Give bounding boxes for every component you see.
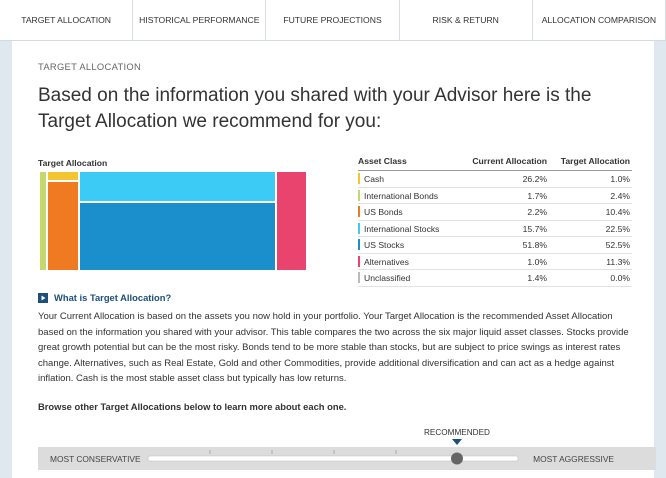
current-allocation: 15.7% [522, 223, 547, 234]
current-allocation: 2.2% [527, 207, 547, 217]
asset-name: Unclassified [364, 273, 411, 283]
color-swatch [358, 173, 360, 184]
current-allocation: 1.7% [527, 190, 547, 201]
asset-name: Cash [364, 174, 385, 184]
tab[interactable]: RISK & RETURN [400, 0, 533, 40]
target-allocation: 0.0% [610, 273, 630, 283]
target-allocation: 2.4% [610, 190, 630, 201]
info-link[interactable]: What is Target Allocation? [38, 292, 171, 303]
tab[interactable]: ALLOCATION COMPARISON [533, 0, 666, 40]
treemap-block [40, 172, 47, 270]
treemap-block [79, 202, 275, 270]
play-icon [38, 292, 48, 303]
tab-bar: TARGET ALLOCATION HISTORICAL PERFORMANCE F… [0, 0, 666, 41]
table-row: US Stocks 51.8% 52.5% [358, 237, 632, 254]
target-allocation: 52.5% [605, 240, 630, 250]
treemap-block [48, 172, 78, 181]
target-allocation: 22.5% [605, 223, 630, 234]
color-swatch [358, 255, 360, 267]
color-swatch [358, 239, 360, 250]
slider-left-label: MOST CONSERVATIVE [50, 454, 141, 464]
chart-title: Target Allocation [38, 158, 108, 168]
asset-name: US Bonds [364, 207, 403, 217]
color-swatch [358, 222, 360, 234]
table-row: International Bonds 1.7% 2.4% [358, 188, 632, 204]
browse-text: Browse other Target Allocations below to… [38, 401, 347, 412]
current-allocation: 51.8% [522, 240, 547, 250]
tab[interactable]: TARGET ALLOCATION [0, 0, 134, 40]
slider-knob[interactable] [451, 452, 463, 465]
color-swatch [358, 189, 360, 201]
allocation-table: Asset Class Current Allocation Target Allo… [358, 156, 632, 287]
header-cell: Asset Class [358, 156, 407, 166]
target-allocation: 10.4% [605, 207, 630, 217]
slider-right-label: MOST AGGRESSIVE [533, 454, 614, 464]
recommended-marker: RECOMMENDED [424, 428, 490, 445]
section-label: TARGET ALLOCATION [38, 61, 142, 72]
header-cell: Current Allocation [472, 156, 547, 166]
marker-arrow [452, 439, 462, 445]
asset-name: US Stocks [364, 240, 405, 250]
table-row: Cash 26.2% 1.0% [358, 171, 632, 188]
color-swatch [358, 272, 360, 283]
target-allocation: 11.3% [606, 256, 630, 267]
current-allocation: 1.0% [527, 256, 547, 267]
asset-name: International Stocks [364, 223, 440, 234]
table-row: International Stocks 15.7% 22.5% [358, 221, 632, 237]
heading: Based on the information you shared with… [38, 85, 592, 132]
slider-bar: MOST CONSERVATIVE MOST AGGRESSIVE [38, 447, 656, 470]
current-allocation: 1.4% [527, 273, 547, 283]
color-swatch [358, 206, 360, 217]
slider-track [147, 450, 519, 465]
table-row: Alternatives 1.0% 11.3% [358, 254, 632, 270]
asset-name: International Bonds [364, 190, 439, 201]
table-row: US Bonds 2.2% 10.4% [358, 204, 632, 221]
tab[interactable]: FUTURE PROJECTIONS [266, 0, 400, 40]
asset-name: Alternatives [364, 256, 409, 267]
target-allocation: 1.0% [610, 174, 630, 184]
header-cell: Target Allocation [560, 156, 630, 166]
description: Your Current Allocation is based on the … [38, 311, 629, 384]
treemap [40, 172, 306, 270]
table-header: Asset Class Current Allocation Target Allo… [358, 156, 632, 171]
current-allocation: 26.2% [522, 174, 547, 184]
tab[interactable]: HISTORICAL PERFORMANCE [133, 0, 267, 40]
treemap-block [79, 172, 275, 201]
table-row: Unclassified 1.4% 0.0% [358, 270, 632, 287]
treemap-block [48, 182, 78, 270]
info-link-text[interactable]: What is Target Allocation? [54, 292, 172, 303]
treemap-block [276, 172, 306, 270]
marker-label: RECOMMENDED [424, 428, 490, 437]
